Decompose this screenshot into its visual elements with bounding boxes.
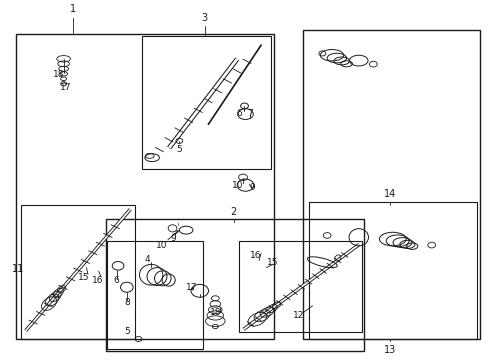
Text: 12: 12 [293, 311, 304, 320]
Bar [308, 202, 476, 339]
Text: 18: 18 [209, 308, 221, 317]
Text: 14: 14 [384, 189, 396, 199]
Text: 15: 15 [78, 273, 90, 282]
Text: 2: 2 [230, 207, 237, 217]
Bar [142, 36, 271, 170]
Text: 17: 17 [60, 83, 72, 92]
Bar [302, 30, 479, 339]
Text: 15: 15 [266, 258, 278, 267]
Text: 1: 1 [70, 4, 76, 14]
Text: 13: 13 [384, 345, 396, 355]
Bar [238, 241, 362, 332]
Bar [107, 241, 203, 348]
Text: 5: 5 [176, 145, 182, 154]
Text: 5: 5 [123, 328, 129, 337]
Text: 10: 10 [231, 181, 243, 190]
Text: 9: 9 [249, 183, 255, 192]
Bar [21, 205, 135, 339]
Text: 11: 11 [12, 264, 24, 274]
Text: 18: 18 [53, 70, 64, 79]
Text: 7: 7 [247, 109, 253, 118]
Text: 6: 6 [236, 109, 242, 118]
Text: 3: 3 [201, 13, 207, 23]
Text: 17: 17 [186, 283, 197, 292]
Text: 16: 16 [250, 251, 262, 260]
Text: 9: 9 [170, 234, 176, 243]
Bar [106, 219, 363, 351]
Text: 4: 4 [144, 255, 150, 264]
Bar [16, 34, 273, 339]
Text: 6: 6 [113, 276, 119, 285]
Text: 16: 16 [92, 276, 103, 285]
Text: 10: 10 [156, 241, 167, 250]
Text: 8: 8 [123, 298, 129, 307]
